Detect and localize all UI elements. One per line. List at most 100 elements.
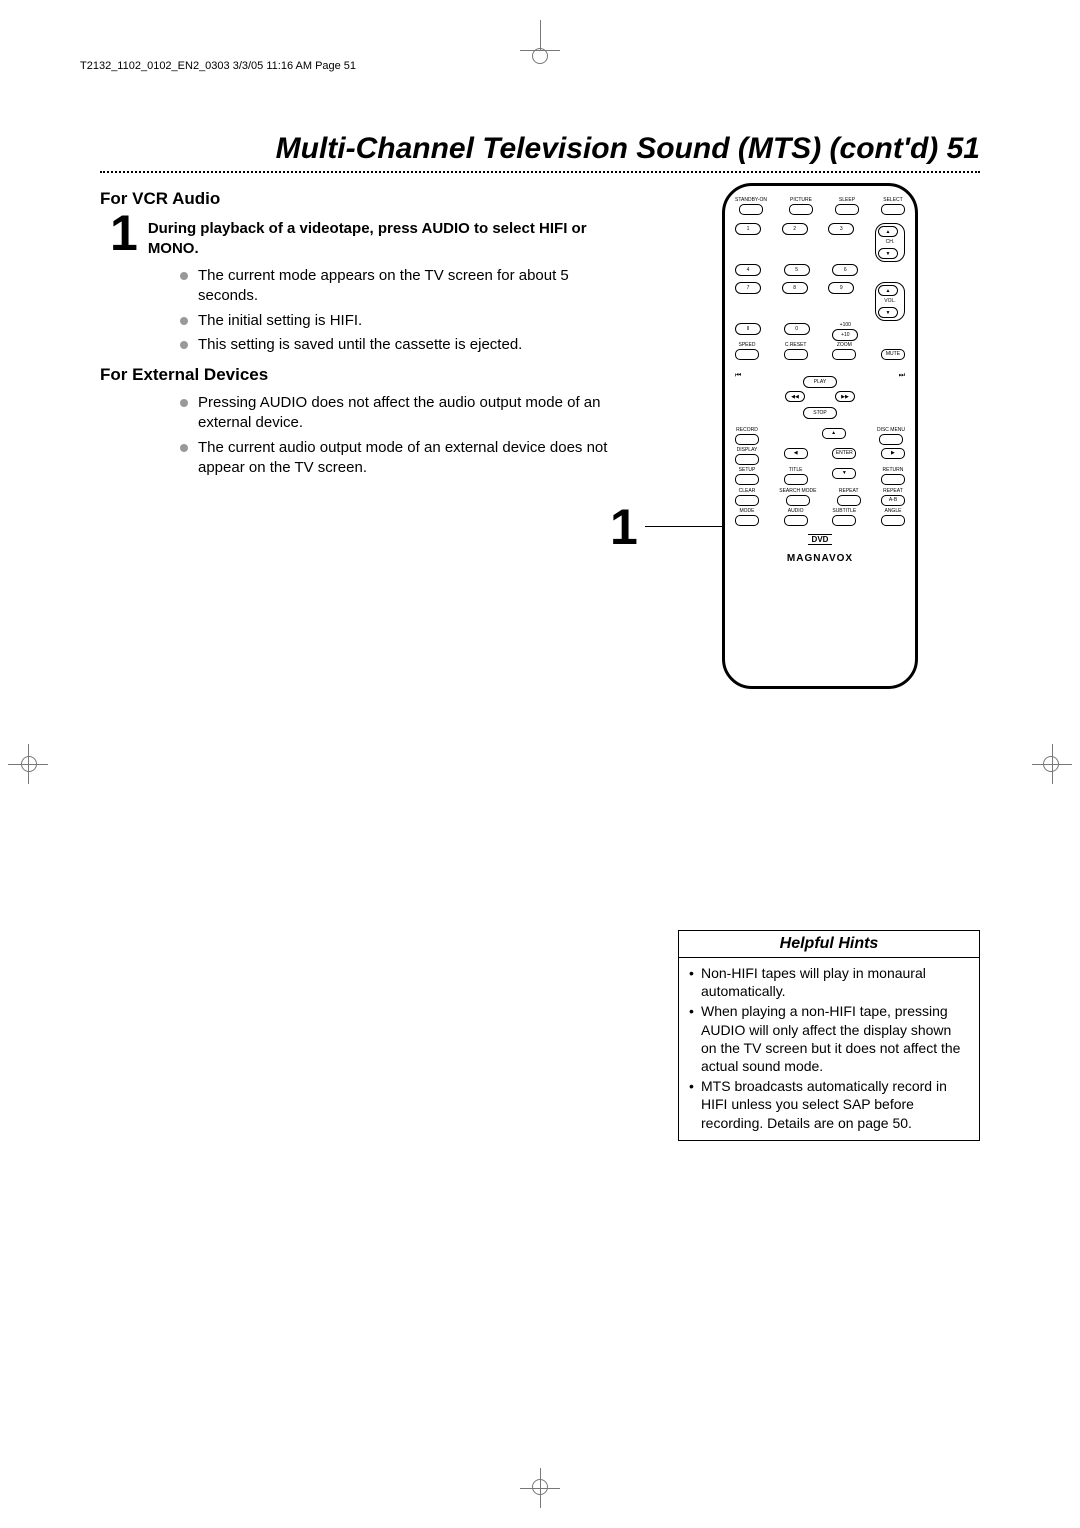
- remote-top-labels: STANDBY-ON PICTURE SLEEP SELECT: [735, 198, 905, 215]
- up-arrow-button: ▲: [822, 428, 846, 439]
- hint-item: Non-HIFI tapes will play in monaural aut…: [689, 964, 969, 1000]
- dotted-rule: [100, 171, 980, 173]
- repeat-label: REPEAT: [839, 489, 859, 494]
- picture-label: PICTURE: [790, 198, 812, 203]
- helpful-hints-box: Helpful Hints Non-HIFI tapes will play i…: [678, 930, 980, 1141]
- ch-label: CH.: [878, 240, 902, 245]
- page-title: Multi-Channel Television Sound (MTS) (co…: [100, 132, 980, 166]
- sleep-button: [835, 204, 859, 215]
- zoom-button: [832, 349, 856, 360]
- ext-bullets: Pressing AUDIO does not affect the audio…: [180, 393, 630, 478]
- speed-button: [735, 349, 759, 360]
- setup-return-row: SETUP TITLE ▼ RETURN: [735, 468, 905, 485]
- vcr-bullet: The initial setting is HIFI.: [180, 311, 630, 331]
- setup-button: [735, 474, 759, 485]
- right-column: 1 STANDBY-ON PICTURE SLEEP SELECT 1 2 3: [660, 183, 980, 689]
- ext-bullet: The current audio output mode of an exte…: [180, 438, 630, 479]
- stop-button: STOP: [803, 407, 837, 419]
- skip-fwd-icon: ⏭: [899, 372, 905, 380]
- callout-number: 1: [610, 498, 638, 556]
- mode-button: [735, 515, 759, 526]
- speed-label: SPEED: [739, 343, 756, 348]
- subtitle-label: SUBTITLE: [832, 509, 856, 514]
- ch-up-button: ▲: [878, 226, 898, 237]
- right-arrow-button: ▶: [881, 448, 905, 459]
- enter-button: ENTER: [832, 448, 856, 459]
- mode-audio-row: MODE AUDIO SUBTITLE ANGLE: [735, 509, 905, 526]
- transport-section: ⏮ ⏭ PLAY ◀◀ ▶▶ STOP: [735, 372, 905, 428]
- vol-up-button: ▲: [878, 285, 898, 296]
- clear-repeat-row: CLEAR SEARCH MODE REPEAT REPEATA-B: [735, 489, 905, 506]
- repeat2-label: REPEAT: [883, 489, 903, 494]
- page-number: 51: [947, 132, 980, 165]
- num-4-button: 4: [735, 264, 761, 276]
- ext-heading: For External Devices: [100, 365, 630, 385]
- num-7-button: 7: [735, 282, 761, 294]
- select-button: [881, 204, 905, 215]
- record-button: [735, 434, 759, 445]
- num-2-button: 2: [782, 223, 808, 235]
- disc-menu-label: DISC MENU: [877, 428, 905, 433]
- display-button: [735, 454, 759, 465]
- remote-func-row: SPEED C.RESET ZOOM MUTE: [735, 343, 905, 360]
- remote-num-row-3: 7 8 9 ▲ VOL. ▼: [735, 282, 905, 321]
- rewind-button: ◀◀: [785, 391, 805, 402]
- ffwd-button: ▶▶: [835, 391, 855, 402]
- callout-line: [645, 526, 725, 527]
- ab-button: A-B: [881, 495, 905, 506]
- vol-label: VOL.: [878, 299, 902, 304]
- hint-item: When playing a non-HIFI tape, pressing A…: [689, 1002, 969, 1075]
- crop-circle-right: [1043, 756, 1059, 772]
- crop-circle-bottom: [532, 1479, 548, 1495]
- subtitle-button: [832, 515, 856, 526]
- remote-num-row-4: II 0 +100+10: [735, 323, 905, 341]
- remote-num-row-1: 1 2 3 ▲ CH. ▼: [735, 223, 905, 262]
- remote-illustration: 1 STANDBY-ON PICTURE SLEEP SELECT 1 2 3: [722, 183, 918, 689]
- sleep-label: SLEEP: [839, 198, 855, 203]
- mode-label: MODE: [740, 509, 755, 514]
- title-label: TITLE: [789, 468, 803, 473]
- num-9-button: 9: [828, 282, 854, 294]
- num-5-button: 5: [784, 264, 810, 276]
- play-button: PLAY: [803, 376, 837, 388]
- num-0-button: 0: [784, 323, 810, 335]
- vcr-bullet: This setting is saved until the cassette…: [180, 335, 630, 355]
- remote-inner: STANDBY-ON PICTURE SLEEP SELECT 1 2 3 ▲ …: [725, 186, 915, 574]
- standby-label: STANDBY-ON: [735, 198, 767, 203]
- brand-label: MAGNAVOX: [735, 553, 905, 564]
- remote-num-row-2: 4 5 6: [735, 264, 905, 276]
- plus100-label: +100: [840, 323, 851, 328]
- display-enter-row: DISPLAY ◀ ENTER ▶: [735, 448, 905, 465]
- ch-group: ▲ CH. ▼: [875, 223, 905, 262]
- vcr-heading: For VCR Audio: [100, 189, 630, 209]
- vcr-bullets: The current mode appears on the TV scree…: [180, 266, 630, 355]
- content-columns: For VCR Audio 1 During playback of a vid…: [100, 183, 980, 689]
- dvd-logo: DVD: [808, 534, 833, 545]
- vol-group: ▲ VOL. ▼: [875, 282, 905, 321]
- vol-down-button: ▼: [878, 307, 898, 318]
- display-label: DISPLAY: [737, 448, 758, 453]
- skip-back-icon: ⏮: [735, 372, 741, 380]
- return-label: RETURN: [883, 468, 904, 473]
- search-mode-label: SEARCH MODE: [779, 489, 816, 494]
- crop-circle-top: [532, 48, 548, 64]
- angle-label: ANGLE: [884, 509, 901, 514]
- vcr-bullet: The current mode appears on the TV scree…: [180, 266, 630, 307]
- ch-down-button: ▼: [878, 248, 898, 259]
- pause-button: II: [735, 323, 761, 335]
- setup-label: SETUP: [739, 468, 756, 473]
- ext-bullet: Pressing AUDIO does not affect the audio…: [180, 393, 630, 434]
- title-button: [784, 474, 808, 485]
- audio-label: AUDIO: [788, 509, 804, 514]
- zoom-label: ZOOM: [837, 343, 852, 348]
- mute-button: MUTE: [881, 349, 905, 360]
- repeat-button: [837, 495, 861, 506]
- manual-page: T2132_1102_0102_EN2_0303 3/3/05 11:16 AM…: [0, 0, 1080, 1528]
- hint-item: MTS broadcasts automatically record in H…: [689, 1077, 969, 1132]
- step-row: 1 During playback of a videotape, press …: [110, 215, 630, 258]
- angle-button: [881, 515, 905, 526]
- record-label: RECORD: [736, 428, 758, 433]
- standby-button: [739, 204, 763, 215]
- num-8-button: 8: [782, 282, 808, 294]
- left-arrow-button: ◀: [784, 448, 808, 459]
